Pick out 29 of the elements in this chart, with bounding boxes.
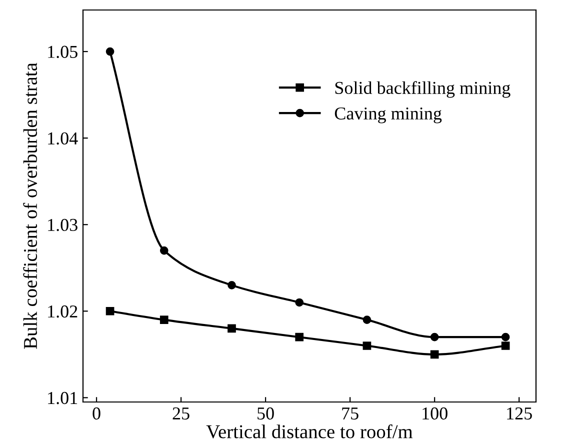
x-tick-label: 50 <box>258 407 274 420</box>
point <box>295 332 304 342</box>
x-tick-label: 125 <box>507 407 532 420</box>
y-axis-title: Bulk coefficient of overburden strata <box>23 62 38 349</box>
y-tick-label: 1.01 <box>48 392 78 404</box>
point <box>106 47 114 56</box>
y-tick-label: 1.02 <box>48 305 78 318</box>
legend-label: Caving mining <box>334 107 442 124</box>
point <box>160 316 168 324</box>
x-axis-title: Vertical distance to roof/m <box>206 424 413 438</box>
point <box>295 298 304 307</box>
point <box>362 316 372 324</box>
point <box>501 342 510 350</box>
point <box>106 306 114 316</box>
x-tick-label: 25 <box>172 407 190 420</box>
y-tick-label: 1.04 <box>48 132 78 145</box>
point <box>430 350 439 359</box>
x-tick-label: 75 <box>342 408 358 420</box>
point <box>501 332 510 342</box>
y-tick-label: 1.03 <box>48 218 78 232</box>
x-tick-label: 100 <box>422 407 448 420</box>
point <box>228 281 236 290</box>
point <box>430 332 439 342</box>
y-tick-label: 1.05 <box>48 46 78 58</box>
point <box>228 324 236 333</box>
x-tick-label: 0 <box>92 407 100 420</box>
point <box>160 246 168 255</box>
point <box>362 342 372 350</box>
legend-label: Solid backfilling mining <box>335 81 510 98</box>
